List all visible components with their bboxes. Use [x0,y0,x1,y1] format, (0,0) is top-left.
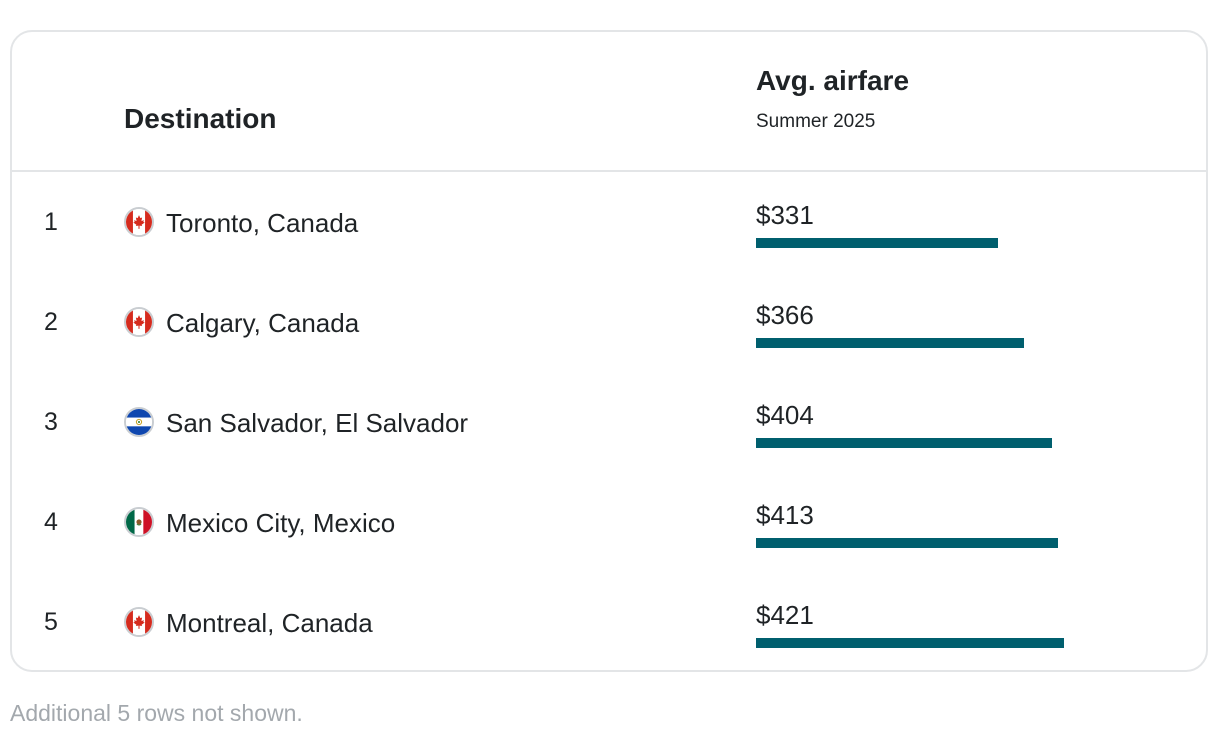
rank-label: 3 [44,408,58,436]
table-row: 3 San Salvador, El Salvador $404 [12,372,1206,472]
airfare-value-label: $366 [756,300,814,330]
footnote: Additional 5 rows not shown. [10,700,303,726]
canada-flag-icon [124,207,154,237]
airfare-column-subheader: Summer 2025 [756,111,876,132]
airfare-bar [756,538,1058,548]
airfare-table-card: Destination Avg. airfare Summer 2025 1 To… [10,30,1208,672]
airfare-bar [756,438,1052,448]
rank-label: 5 [44,608,58,636]
table-row: 4 Mexico City, Mexico $413 [12,472,1206,572]
airfare-value-label: $331 [756,200,814,230]
destination-label: Montreal, Canada [166,608,373,638]
table-row: 5 Montreal, Canada $421 [12,572,1206,672]
rank-label: 4 [44,508,58,536]
canada-flag-icon [124,307,154,337]
airfare-column-header: Avg. airfare [756,65,910,96]
rank-label: 2 [44,308,58,336]
airfare-bar [756,638,1064,648]
table-header: Destination Avg. airfare Summer 2025 [12,32,1206,172]
airfare-bar [756,238,998,248]
table-row: 1 Toronto, Canada $331 [12,172,1206,272]
rank-label: 1 [44,208,58,236]
airfare-bar [756,338,1024,348]
table-row: 2 Calgary, Canada $366 [12,272,1206,372]
airfare-value-label: $421 [756,600,814,630]
airfare-value-label: $413 [756,500,814,530]
destination-label: Toronto, Canada [166,208,359,238]
mexico-flag-icon [124,507,154,537]
airfare-value-label: $404 [756,400,814,430]
el-salvador-flag-icon [124,407,154,437]
canada-flag-icon [124,607,154,637]
destination-label: Mexico City, Mexico [166,508,396,538]
destination-label: San Salvador, El Salvador [166,408,469,438]
destination-column-header: Destination [124,103,277,134]
destination-label: Calgary, Canada [166,308,360,338]
